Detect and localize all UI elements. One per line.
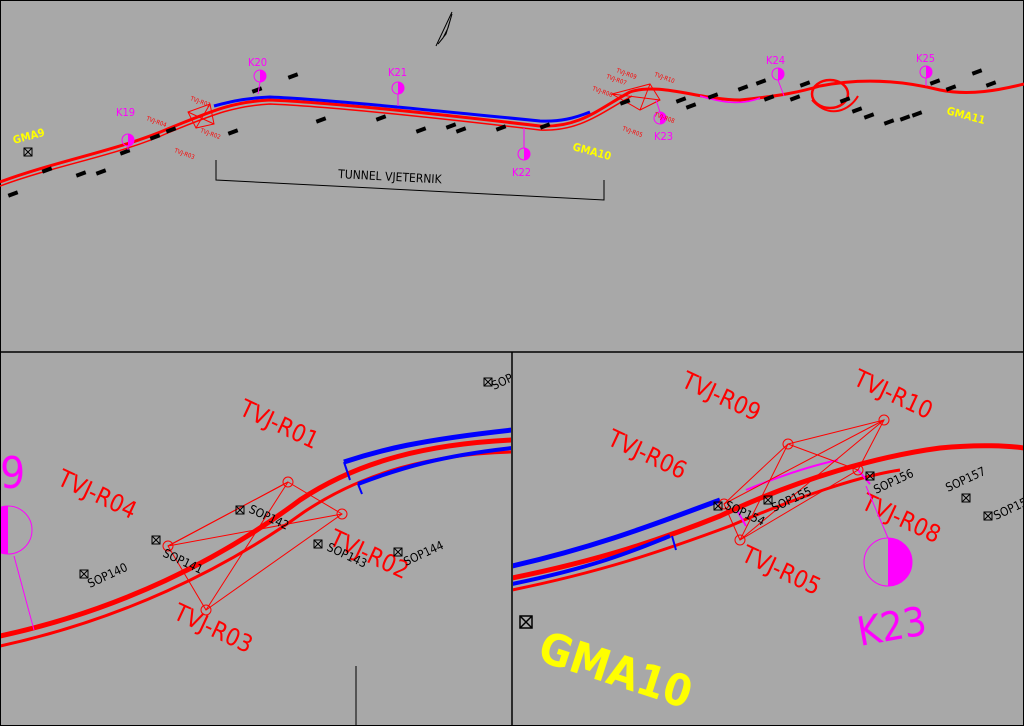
network-east-overview [610, 83, 661, 111]
alignment-offset [0, 95, 633, 187]
alignment-detail-east-offset [513, 468, 901, 592]
tunnel-alignment [213, 95, 591, 123]
svg-text:TVJ-R10: TVJ-R10 [849, 364, 938, 425]
network-west-overview [187, 103, 215, 129]
detail-west-panel: TVJ-R01 TVJ-R02 TVJ-R03 TVJ-R04 9 SOP140… [0, 371, 511, 725]
benchmark-k22: K22 [512, 128, 531, 179]
svg-text:TVJ-R04: TVJ-R04 [144, 115, 168, 129]
svg-text:TVJ-R06: TVJ-R06 [590, 85, 614, 99]
svg-text:TVJ-R02: TVJ-R02 [198, 127, 221, 141]
svg-text:K23: K23 [854, 599, 930, 656]
detail-east-panel: TVJ-R05 TVJ-R06 TVJ-R08 TVJ-R09 TVJ-R10 … [513, 364, 1024, 719]
svg-text:TVJ-R03: TVJ-R03 [169, 598, 258, 659]
ramp-magenta [699, 95, 761, 104]
benchmark-k23: K23 [653, 99, 673, 143]
gma10-detail: GMA10 [519, 615, 699, 719]
tunnel-detail-east-2 [513, 534, 671, 586]
north-arrow-icon [435, 11, 453, 47]
benchmark-k25: K25 [916, 52, 935, 86]
svg-text:K20: K20 [248, 56, 267, 69]
sop-points-west: SOP140 SOP141 SOP142 SOP143 SOP144 SOP [79, 371, 511, 591]
svg-text:TVJ-R09: TVJ-R09 [677, 366, 766, 427]
network-west-detail [162, 476, 348, 616]
svg-text:TVJ-R06: TVJ-R06 [603, 424, 692, 485]
benchmark-k20: K20 [248, 56, 267, 95]
svg-text:K19: K19 [116, 106, 135, 119]
network-east-detail [718, 414, 890, 546]
interchange-loop [810, 78, 850, 110]
network-east-labels-overview: TVJ-R05 TVJ-R06 TVJ-R07 TVJ-R08 TVJ-R09 … [590, 67, 676, 139]
svg-text:SOP142: SOP142 [247, 502, 291, 533]
svg-text:SOP15: SOP15 [991, 495, 1024, 523]
svg-text:K24: K24 [766, 54, 785, 67]
alignment-detail-west [1, 437, 511, 639]
svg-text:TVJ-R08: TVJ-R08 [857, 488, 946, 549]
svg-text:SOP155: SOP155 [769, 484, 813, 515]
svg-text:TVJ-R01: TVJ-R01 [188, 95, 211, 109]
alignment-main [0, 79, 1024, 184]
tunnel-detail-west-2 [357, 446, 511, 486]
benchmark-k19: K19 [116, 106, 135, 150]
gma10-label: GMA10 [571, 140, 613, 163]
ramp-detail-east [745, 459, 839, 491]
svg-text:TVJ-R03: TVJ-R03 [172, 147, 195, 161]
svg-text:SOP144: SOP144 [401, 538, 446, 569]
svg-text:TVJ-R05: TVJ-R05 [737, 540, 826, 601]
gma9-marker [23, 147, 33, 157]
svg-text:TVJ-R05: TVJ-R05 [620, 125, 643, 139]
svg-text:SOP140: SOP140 [85, 560, 130, 591]
svg-text:TVJ-R01: TVJ-R01 [235, 394, 324, 455]
network-west-labels-overview: TVJ-R01 TVJ-R02 TVJ-R03 TVJ-R04 [144, 95, 221, 161]
buildings [7, 68, 997, 198]
svg-text:9: 9 [0, 448, 25, 499]
svg-text:GMA10: GMA10 [533, 622, 699, 719]
svg-text:K21: K21 [388, 66, 407, 79]
gma9-label: GMA9 [11, 126, 46, 147]
svg-text:K22: K22 [512, 166, 531, 179]
rpoint-labels-west: TVJ-R01 TVJ-R02 TVJ-R03 TVJ-R04 [53, 394, 414, 659]
overview-panel: TUNNEL VJETERNIK [0, 11, 1024, 201]
tunnel-detail-west [343, 427, 511, 465]
benchmark-k21: K21 [388, 66, 407, 106]
svg-text:TVJ-R04: TVJ-R04 [53, 464, 142, 525]
benchmark-k24: K24 [766, 54, 785, 97]
benchmark-partial-west: 9 [0, 448, 35, 631]
svg-text:K25: K25 [916, 52, 935, 65]
tunnel-detail-east [513, 497, 721, 569]
gma11-label: GMA11 [945, 104, 987, 127]
interchange-ramp [811, 95, 859, 113]
alignment-detail-east [513, 443, 1023, 581]
svg-text:SOP157: SOP157 [943, 464, 987, 495]
sop-points-east: SOP154 SOP155 SOP156 SOP157 SOP15 [713, 464, 1024, 529]
svg-text:TVJ-R10: TVJ-R10 [652, 71, 676, 85]
tunnel-extent-bracket [215, 160, 605, 201]
tunnel-label: TUNNEL VJETERNIK [337, 167, 443, 187]
svg-text:K23: K23 [654, 130, 673, 143]
